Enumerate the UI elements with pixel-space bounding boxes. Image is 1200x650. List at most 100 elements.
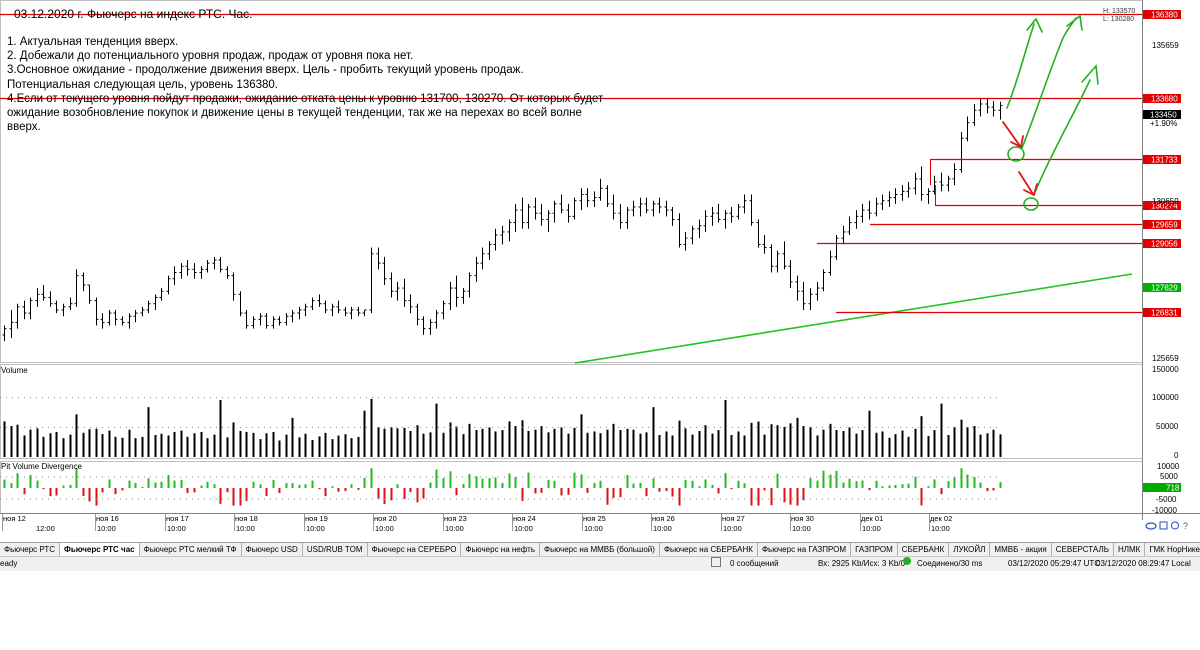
- price-bar: [598, 178, 603, 201]
- price-bar: [87, 284, 92, 304]
- price-tick: 125659: [1152, 354, 1179, 363]
- price-bar: [271, 316, 276, 329]
- grid-icon[interactable]: [1159, 521, 1168, 530]
- price-bar: [677, 213, 682, 248]
- level-line: 126831: [836, 308, 1181, 318]
- symbol-tab[interactable]: Фьючерс РТС: [0, 543, 61, 556]
- price-tick: 130659: [1152, 197, 1179, 206]
- price-bar: [493, 228, 498, 251]
- symbol-tab[interactable]: Фьючерс РТС мелкий ТФ: [140, 543, 242, 556]
- symbol-tab[interactable]: НЛМК: [1114, 543, 1146, 556]
- svg-text:10:00: 10:00: [445, 524, 464, 533]
- svg-text:10:00: 10:00: [723, 524, 742, 533]
- price-bar: [192, 263, 197, 279]
- symbol-tab[interactable]: ГАЗПРОМ: [851, 543, 898, 556]
- price-bar: [107, 309, 112, 326]
- price-bar: [251, 316, 256, 329]
- symbol-tab[interactable]: ЛУКОЙЛ: [949, 543, 991, 556]
- svg-text:10:00: 10:00: [862, 524, 881, 533]
- price-bar: [487, 241, 492, 261]
- chart-settings-icons[interactable]: ?: [1145, 521, 1188, 531]
- price-bar: [808, 288, 813, 310]
- divergence-tick: -5000: [1156, 495, 1177, 504]
- price-bar: [821, 269, 826, 292]
- price-bar: [41, 284, 46, 301]
- price-bar: [454, 275, 459, 307]
- price-bar: [664, 200, 669, 217]
- price-bar: [644, 197, 649, 214]
- price-bar: [467, 272, 472, 298]
- svg-text:ноя 19: ноя 19: [305, 514, 328, 523]
- level-label: 129659: [1151, 221, 1178, 230]
- symbol-tab[interactable]: СБЕРБАНК: [898, 543, 950, 556]
- note-line: 3.Основное ожидание - продолжение движен…: [7, 64, 524, 77]
- divergence-bars: [0, 468, 1002, 506]
- symbol-tab[interactable]: Фьючерс на нефть: [461, 543, 540, 556]
- symbol-tab[interactable]: Фьючерс USD: [242, 543, 303, 556]
- price-bar: [513, 203, 518, 232]
- price-bar: [120, 316, 125, 326]
- price-bar: [651, 200, 656, 217]
- price-bar: [716, 203, 721, 223]
- high-label: H: 133570: [1103, 8, 1136, 15]
- symbol-tab[interactable]: Фьючерс на ММВБ (большой): [540, 543, 660, 556]
- note-line: 1. Актуальная тенденция вверх.: [7, 36, 179, 48]
- symbol-tab[interactable]: Фьючерс на СБЕРБАНК: [660, 543, 758, 556]
- svg-text:10:00: 10:00: [514, 524, 533, 533]
- price-bar: [264, 313, 269, 329]
- svg-text:дек 02: дек 02: [930, 514, 952, 523]
- symbol-tab[interactable]: Фьючерс на ГАЗПРОМ: [758, 543, 852, 556]
- price-bar: [965, 116, 970, 142]
- price-bar: [749, 194, 754, 226]
- price-bar: [539, 203, 544, 226]
- price-bar: [244, 309, 249, 329]
- forecast-arrow-1: [1006, 23, 1035, 109]
- price-bar: [847, 216, 852, 236]
- price-bar: [48, 291, 53, 307]
- price-bar: [277, 316, 282, 326]
- price-bar: [605, 185, 610, 207]
- price-bar: [15, 303, 20, 329]
- level-line: 131733: [930, 155, 1181, 186]
- price-bar: [54, 300, 59, 314]
- symbol-tab[interactable]: СЕВЕРСТАЛЬ: [1052, 543, 1114, 556]
- price-bar: [533, 197, 538, 220]
- symbol-tab[interactable]: ГМК НорНикель: [1145, 543, 1200, 556]
- forecast-arrow-3-head: [1081, 64, 1099, 85]
- price-bar: [81, 272, 86, 292]
- price-bar: [140, 306, 145, 317]
- price-bar: [323, 300, 328, 314]
- link-icon[interactable]: [1145, 522, 1157, 530]
- price-bar: [317, 294, 322, 307]
- symbol-tab[interactable]: USD/RUB TOM: [303, 543, 368, 556]
- level-label: 126831: [1151, 309, 1178, 318]
- time-tick: ноя 12 12:00: [2, 514, 55, 533]
- pullback-arrows: [1002, 121, 1038, 197]
- forecast-arrows: [1006, 14, 1099, 211]
- divergence-panel-frame: [0, 461, 1143, 514]
- price-bar: [402, 278, 407, 307]
- svg-text:ноя 24: ноя 24: [513, 514, 536, 523]
- price-bar: [769, 244, 774, 273]
- price-bar: [179, 263, 184, 279]
- price-bar: [972, 103, 977, 126]
- symbol-tab[interactable]: ММВБ - акция: [990, 543, 1052, 556]
- price-bar: [683, 231, 688, 251]
- symbol-tab[interactable]: Фьючерс РТС час: [60, 543, 140, 556]
- price-bar: [127, 313, 132, 329]
- price-bar: [841, 225, 846, 245]
- settings-icon[interactable]: [1171, 521, 1179, 530]
- price-bar: [729, 206, 734, 223]
- messages-count: 0 сообщений: [730, 559, 779, 568]
- help-icon[interactable]: ?: [1183, 521, 1188, 531]
- price-bar: [428, 319, 433, 335]
- price-bar: [474, 256, 479, 282]
- symbol-tab[interactable]: Фьючерс на СЕРЕБРО: [368, 543, 462, 556]
- forecast-arrow-2: [1021, 17, 1077, 149]
- utc-clock: 03/12/2020 05:29:47 UTC: [1008, 559, 1101, 568]
- svg-text:10:00: 10:00: [236, 524, 255, 533]
- price-bar: [572, 197, 577, 220]
